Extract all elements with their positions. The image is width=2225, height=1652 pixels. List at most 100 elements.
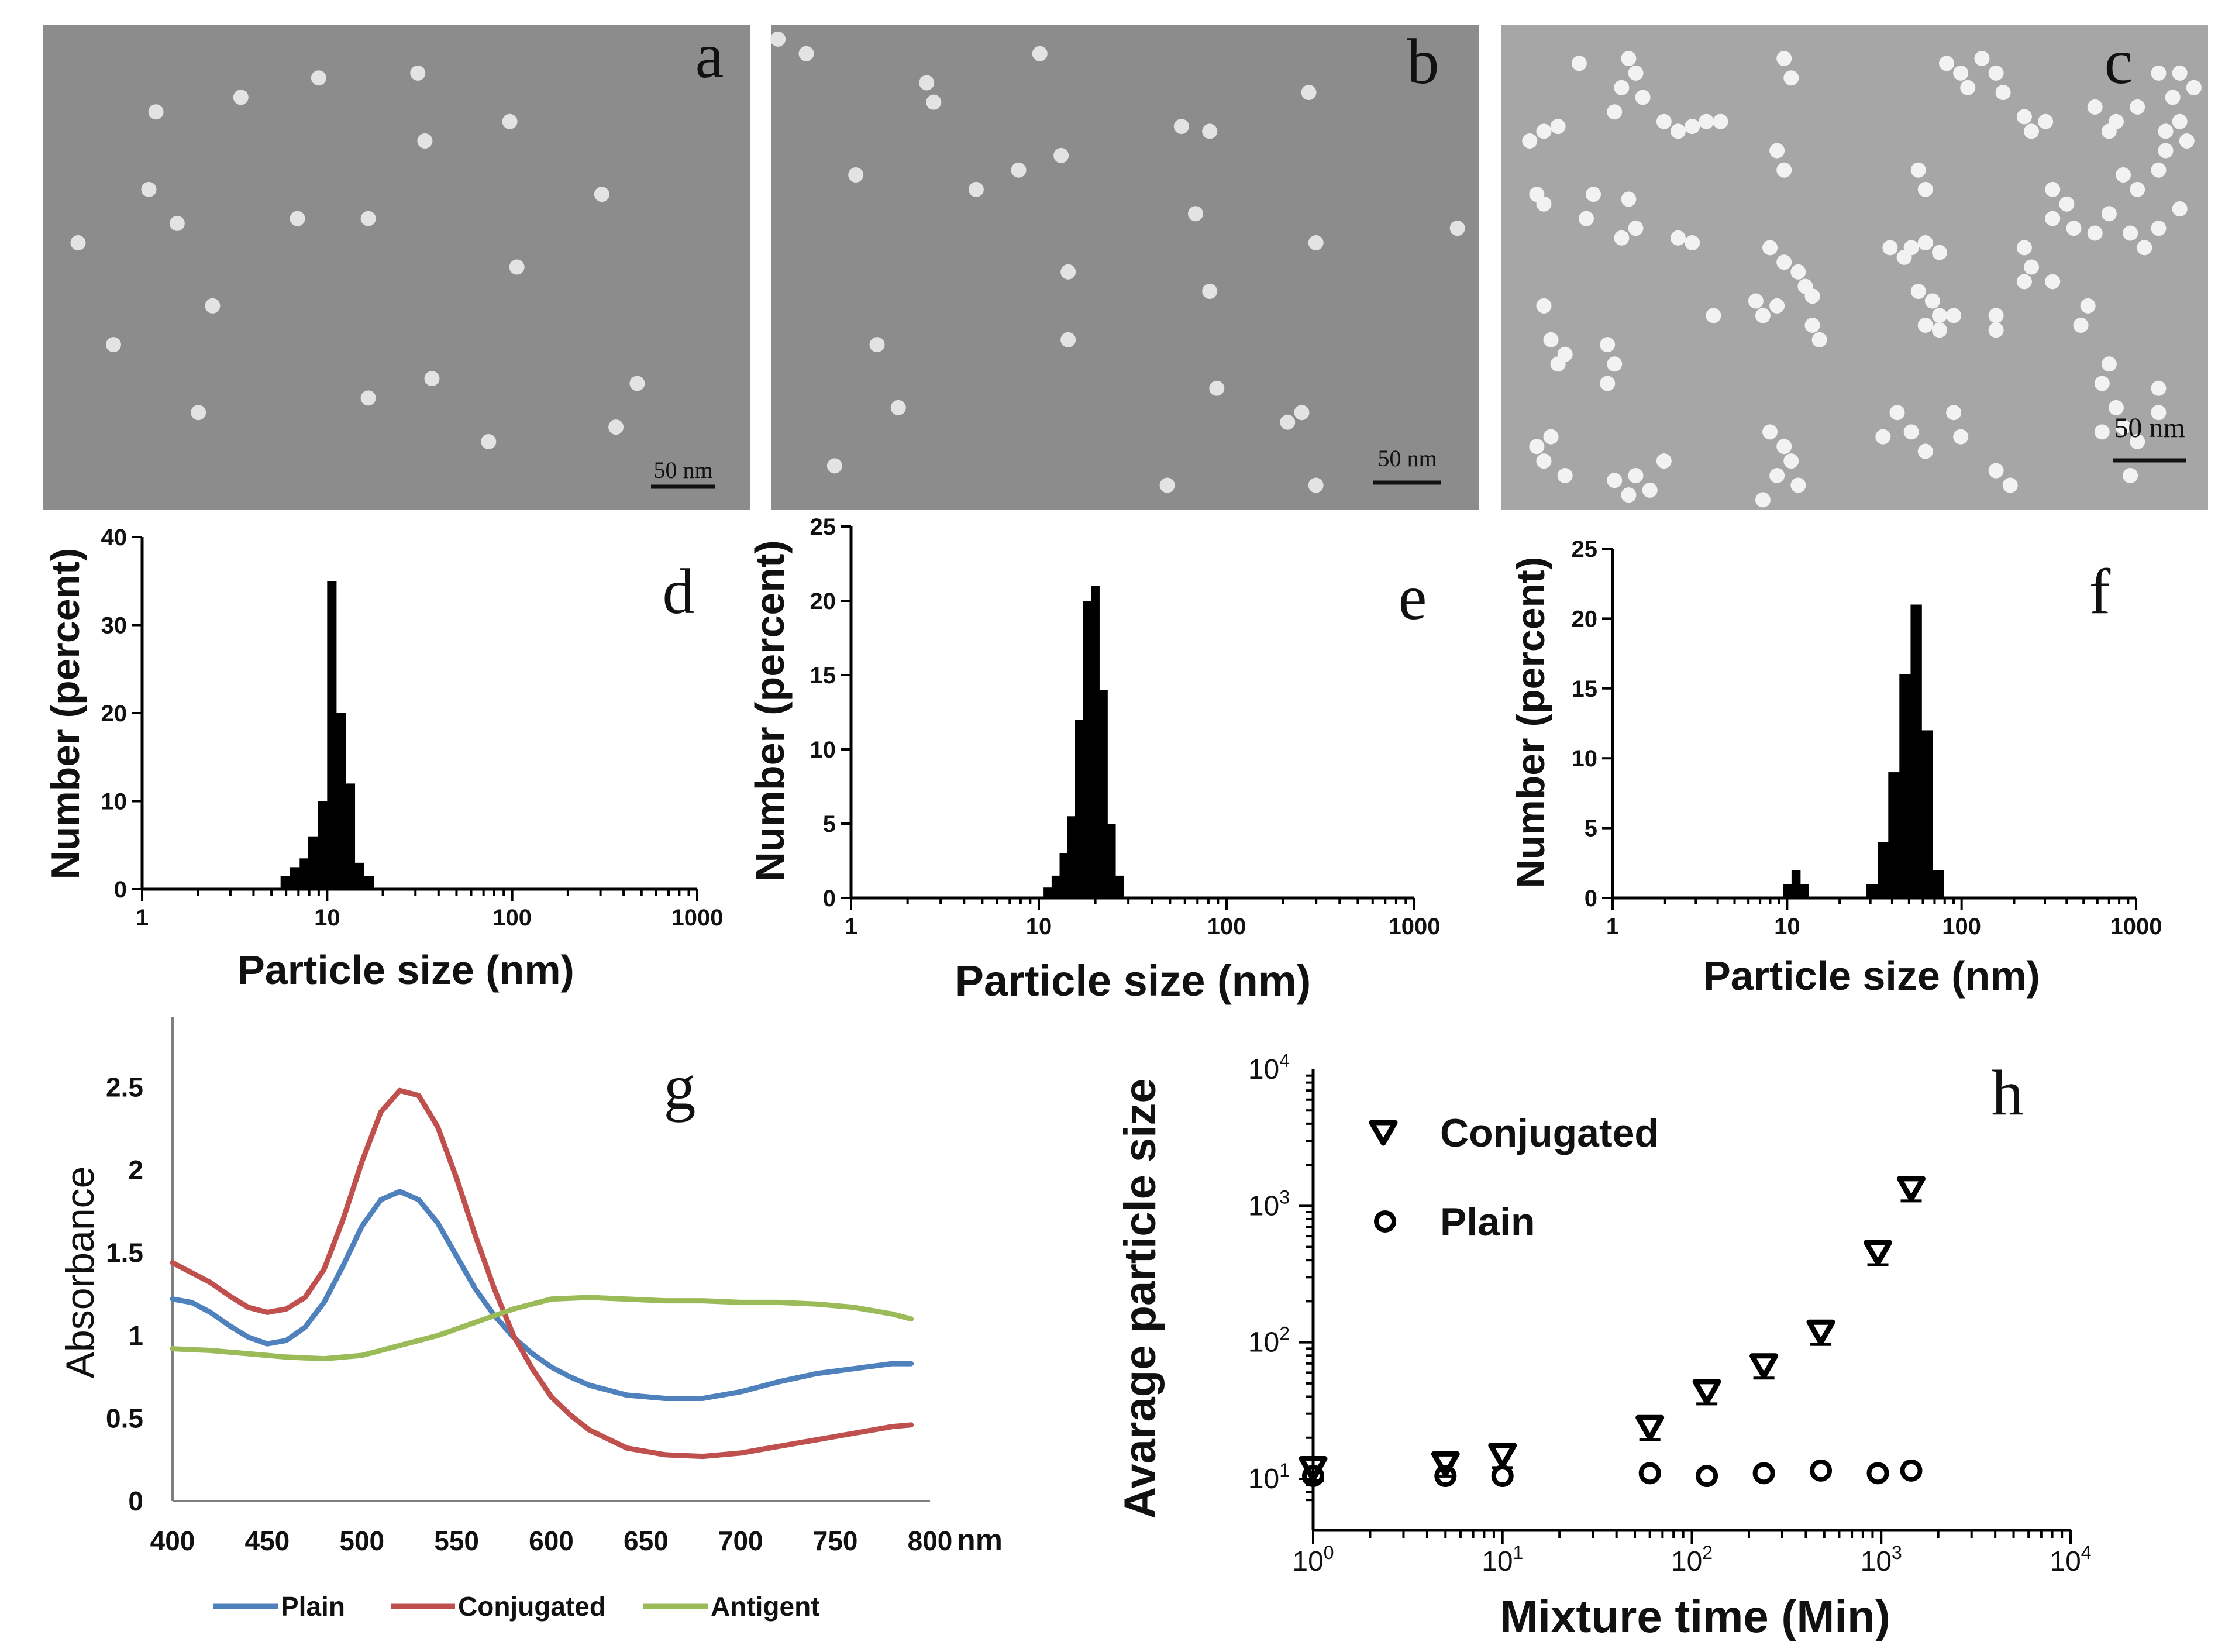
- x-tick-label-d: 10: [314, 905, 340, 931]
- particle-b-0: [770, 31, 786, 47]
- particle-b-18: [1060, 332, 1076, 347]
- particle-c-46: [1931, 308, 1947, 323]
- y-tick-label-h: 103: [1248, 1186, 1290, 1221]
- particle-c-112: [1755, 492, 1771, 508]
- bar-e-9: [1115, 875, 1124, 898]
- sem-panel-b: b 50 nm: [770, 25, 1479, 510]
- particle-a-15: [191, 405, 206, 421]
- particle-c-111: [1790, 477, 1806, 493]
- bar-e-2: [1059, 853, 1068, 898]
- x-tick-label-g: 550: [434, 1526, 479, 1556]
- particle-c-59: [1988, 308, 2004, 323]
- legend-label-plain: Plain: [1440, 1200, 1535, 1244]
- y-axis-label-f: Number (percent): [1508, 557, 1553, 889]
- legend-label-conjugated: Conjugated: [458, 1591, 606, 1622]
- legend-h: Conjugated Plain: [1369, 1111, 1659, 1244]
- particle-c-82: [2151, 221, 2167, 236]
- panel-label-d: d: [663, 556, 695, 627]
- particle-b-1: [798, 46, 814, 61]
- particle-c-16: [1656, 113, 1672, 129]
- particle-c-88: [2087, 99, 2103, 115]
- x-tick-label-e: 1000: [1389, 914, 1441, 939]
- particle-c-0: [1571, 56, 1587, 71]
- panel-label-g: g: [664, 1051, 696, 1123]
- particle-c-62: [2024, 259, 2039, 275]
- particle-a-17: [424, 371, 440, 387]
- bar-e-5: [1083, 601, 1091, 898]
- particle-b-10: [848, 167, 864, 183]
- y-tick-label-f: 5: [1585, 816, 1597, 842]
- bar-f-7: [1910, 604, 1922, 898]
- x-tick-label-g: 650: [624, 1526, 669, 1556]
- y-tick-label-d: 0: [114, 877, 127, 903]
- particle-c-54: [1988, 65, 2004, 81]
- bar-e-4: [1074, 720, 1084, 898]
- particle-b-2: [919, 75, 935, 91]
- scale-bar-label-c: 50 nm: [2114, 412, 2185, 443]
- particle-c-49: [1946, 308, 1962, 323]
- particle-b-24: [1159, 477, 1175, 493]
- particle-c-83: [2172, 201, 2188, 217]
- particle-b-15: [1308, 235, 1324, 251]
- particle-c-65: [2045, 181, 2061, 197]
- panel-label-a: a: [695, 20, 724, 91]
- bar-e-8: [1107, 824, 1116, 898]
- bar-f-4: [1878, 842, 1889, 898]
- particle-c-56: [2016, 109, 2032, 125]
- x-axis-label-g: nm: [957, 1523, 1003, 1557]
- particle-c-97: [2094, 424, 2110, 440]
- bar-f-9: [1932, 870, 1944, 898]
- particle-c-122: [1536, 298, 1552, 314]
- particle-c-5: [1607, 104, 1623, 120]
- particle-b-8: [1202, 123, 1218, 139]
- bar-d-3: [308, 836, 318, 889]
- particle-a-5: [169, 215, 185, 231]
- particle-c-114: [1529, 439, 1545, 455]
- y-tick-label-g: 1: [128, 1320, 143, 1351]
- y-tick-label-g: 0.5: [106, 1403, 143, 1434]
- particle-c-127: [1607, 356, 1623, 372]
- particle-c-123: [1543, 332, 1559, 347]
- particle-c-120: [1642, 482, 1658, 498]
- y-tick-label-g: 2: [128, 1155, 143, 1185]
- y-axis-label-h: Avarage particle size: [1115, 1078, 1165, 1519]
- particle-b-16: [1449, 221, 1465, 236]
- particle-c-101: [1889, 405, 1905, 421]
- particle-c-110: [1769, 467, 1785, 483]
- particle-c-19: [1699, 113, 1714, 129]
- bar-d-6: [336, 713, 346, 889]
- bar-f-6: [1899, 674, 1911, 898]
- particle-c-85: [2165, 90, 2181, 105]
- particle-c-44: [1910, 283, 1926, 299]
- y-tick-label-e: 25: [810, 514, 836, 540]
- particle-c-55: [1995, 85, 2011, 101]
- panel-label-h: h: [1992, 1057, 2024, 1128]
- panel-label-f: f: [2089, 556, 2111, 627]
- legend-marker-plain: [1374, 1210, 1396, 1233]
- point-plain: [1900, 1459, 1923, 1482]
- x-tick-label-g: 800: [908, 1526, 953, 1556]
- particle-c-106: [1953, 429, 1969, 445]
- particle-a-13: [509, 259, 525, 275]
- particle-c-13: [1621, 191, 1637, 207]
- y-tick-label-h: 101: [1248, 1460, 1290, 1495]
- bar-d-5: [327, 581, 337, 889]
- legend-g: Plain Conjugated Antigent: [213, 1591, 820, 1622]
- particle-c-116: [1557, 467, 1573, 483]
- particle-c-125: [1557, 346, 1573, 362]
- particle-c-69: [2087, 225, 2103, 241]
- particle-c-78: [2172, 113, 2188, 129]
- particle-a-1: [233, 90, 249, 105]
- particle-c-104: [1917, 443, 1933, 459]
- particle-b-22: [1294, 405, 1310, 421]
- bar-e-1: [1051, 875, 1060, 898]
- particle-a-0: [148, 104, 164, 120]
- scale-bar-label-b: 50 nm: [1377, 445, 1437, 471]
- particle-c-31: [1804, 288, 1820, 304]
- particle-a-2: [311, 70, 326, 86]
- particle-c-70: [2101, 206, 2117, 222]
- particle-c-63: [2016, 274, 2032, 290]
- particle-c-39: [1882, 240, 1898, 256]
- bar-d-9: [364, 876, 374, 889]
- legend-label-plain: Plain: [281, 1591, 345, 1622]
